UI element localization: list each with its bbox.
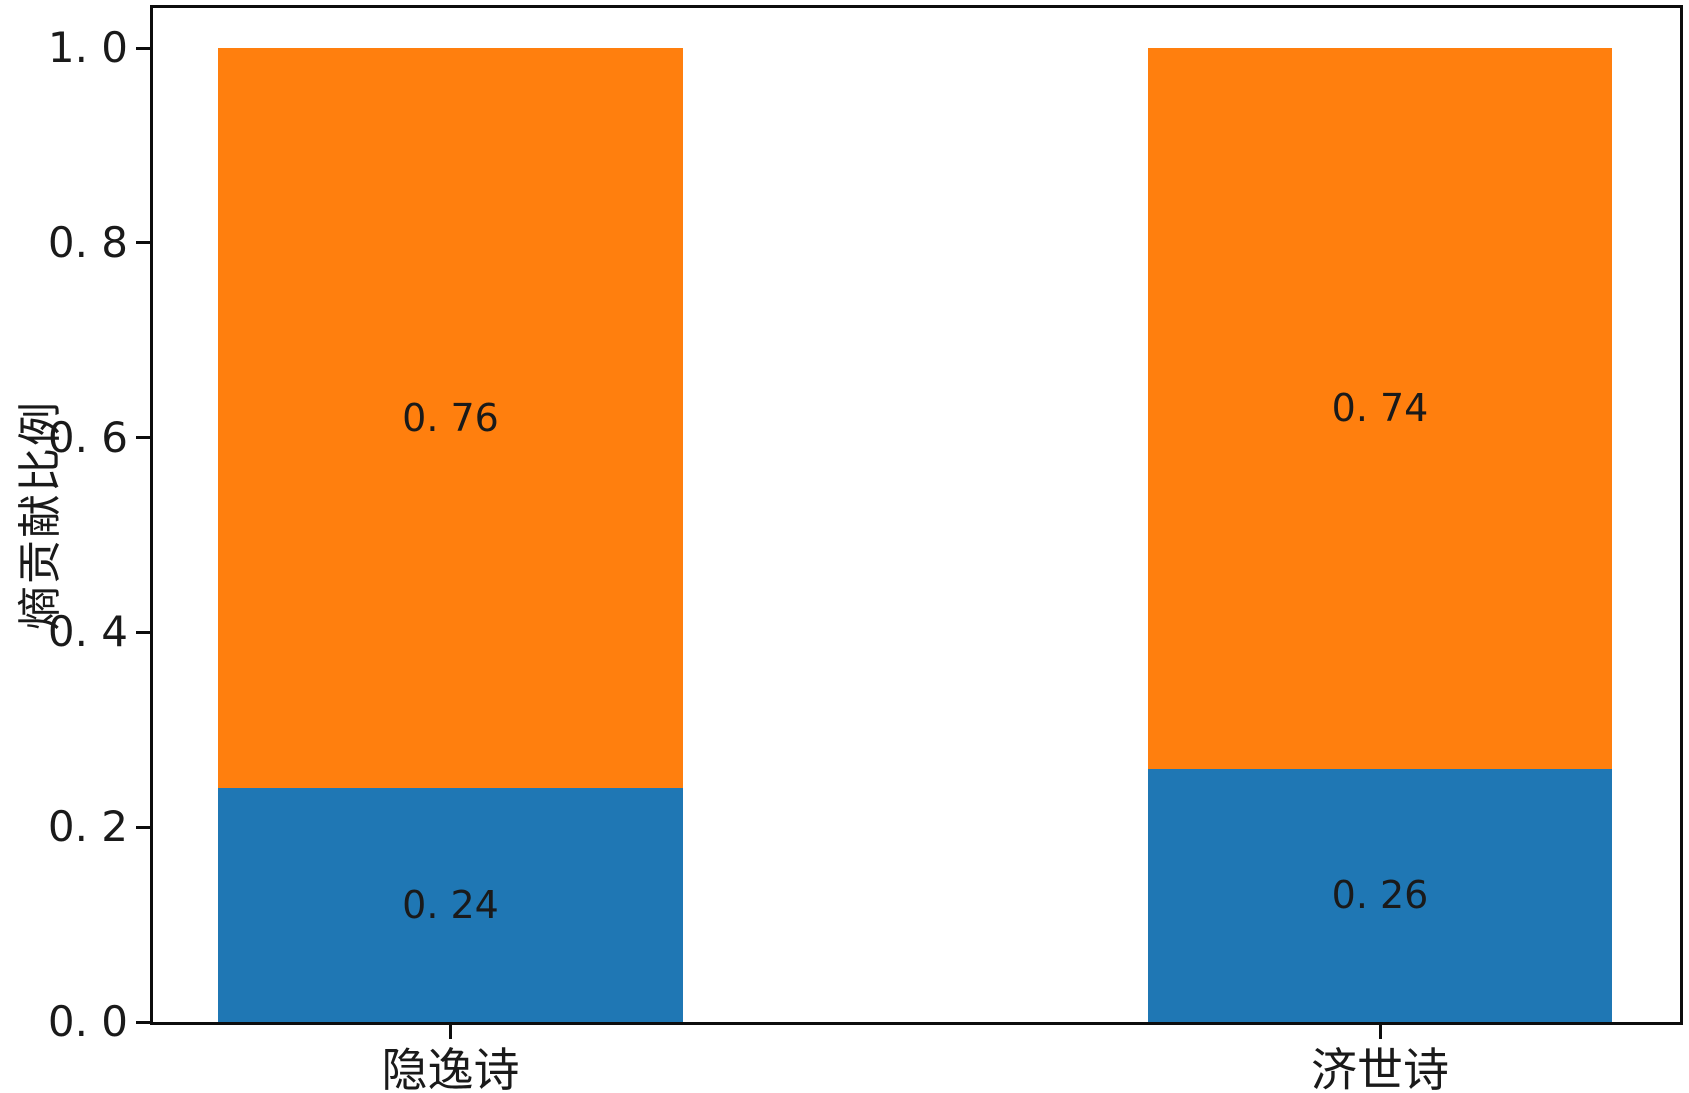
y-tick-label: 0. 2 <box>47 802 128 852</box>
x-tick-mark <box>449 1025 452 1039</box>
bar-value-label: 0. 24 <box>402 883 499 928</box>
y-tick-mark <box>136 630 150 634</box>
y-tick-mark <box>136 241 150 245</box>
bar-value-label: 0. 26 <box>1331 873 1429 918</box>
y-tick-mark <box>136 825 150 829</box>
y-tick-label: 1. 0 <box>47 23 128 72</box>
y-tick-label: 0. 8 <box>47 217 128 267</box>
y-tick-label: 0. 6 <box>47 412 128 462</box>
y-tick-mark <box>136 46 150 50</box>
y-tick-label: 0. 0 <box>47 997 128 1046</box>
bar-segment-top-segment <box>218 48 683 789</box>
bar-value-label: 0. 76 <box>402 396 499 441</box>
y-tick-mark <box>136 1020 150 1024</box>
bar-segment-bottom-segment <box>1148 768 1612 1022</box>
bar-segment-bottom-segment <box>218 788 683 1022</box>
y-tick-mark <box>136 436 150 440</box>
x-tick-label: 济世诗 <box>1311 1043 1449 1093</box>
x-tick-mark <box>1378 1025 1382 1039</box>
y-tick-label: 0. 4 <box>47 607 128 657</box>
plot-area <box>150 5 1683 1025</box>
bar-segment-top-segment <box>1148 48 1612 769</box>
bar-value-label: 0. 74 <box>1331 386 1429 431</box>
x-tick-label: 隐逸诗 <box>381 1043 520 1093</box>
